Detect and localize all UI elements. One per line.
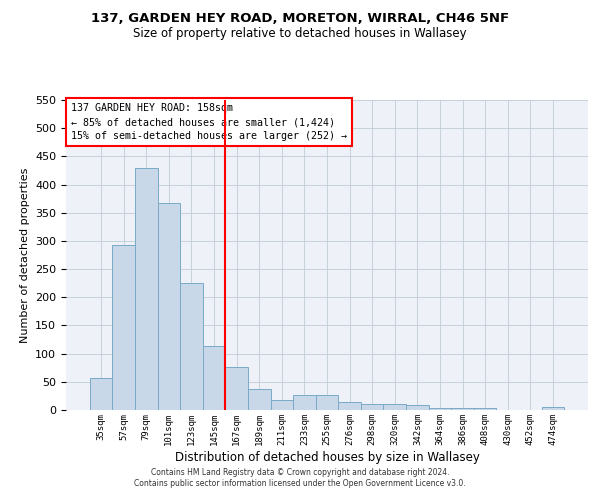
Y-axis label: Number of detached properties: Number of detached properties xyxy=(20,168,29,342)
Bar xyxy=(90,378,112,410)
Bar xyxy=(135,168,158,410)
Bar xyxy=(361,404,383,410)
Bar xyxy=(226,367,248,410)
Text: 137, GARDEN HEY ROAD, MORETON, WIRRAL, CH46 5NF: 137, GARDEN HEY ROAD, MORETON, WIRRAL, C… xyxy=(91,12,509,26)
Bar xyxy=(338,402,361,410)
Bar xyxy=(428,408,451,410)
X-axis label: Distribution of detached houses by size in Wallasey: Distribution of detached houses by size … xyxy=(175,450,479,464)
Bar xyxy=(112,246,135,410)
Bar xyxy=(451,408,474,410)
Text: 137 GARDEN HEY ROAD: 158sqm
← 85% of detached houses are smaller (1,424)
15% of : 137 GARDEN HEY ROAD: 158sqm ← 85% of det… xyxy=(71,103,347,141)
Text: Contains HM Land Registry data © Crown copyright and database right 2024.
Contai: Contains HM Land Registry data © Crown c… xyxy=(134,468,466,487)
Bar xyxy=(158,202,180,410)
Bar xyxy=(542,407,564,410)
Bar xyxy=(248,388,271,410)
Bar xyxy=(271,400,293,410)
Bar xyxy=(474,408,496,410)
Text: Size of property relative to detached houses in Wallasey: Size of property relative to detached ho… xyxy=(133,28,467,40)
Bar xyxy=(203,346,226,410)
Bar xyxy=(406,406,428,410)
Bar xyxy=(383,404,406,410)
Bar xyxy=(180,282,203,410)
Bar xyxy=(316,395,338,410)
Bar xyxy=(293,395,316,410)
